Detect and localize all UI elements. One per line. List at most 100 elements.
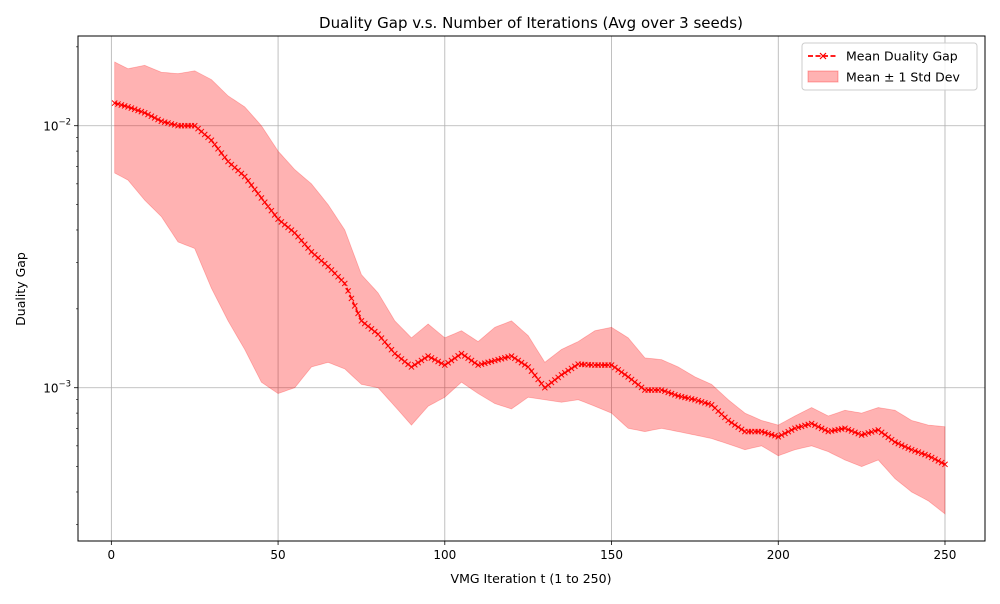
mean-point-185 (725, 417, 732, 424)
mean-point-92 (415, 359, 422, 366)
mean-point-208 (801, 422, 808, 429)
mean-point-119 (505, 354, 512, 360)
y-tick-label-0: 10−3 (43, 380, 71, 396)
mean-point-12 (148, 113, 155, 120)
mean-point-249 (938, 459, 945, 466)
mean-point-247 (932, 456, 938, 463)
x-tick-label-2: 100 (433, 548, 456, 562)
mean-point-226 (862, 431, 868, 437)
mean-point-136 (561, 369, 568, 376)
x-tick-label-5: 250 (934, 548, 957, 562)
x-tick-label-1: 50 (270, 548, 285, 562)
mean-point-238 (902, 443, 908, 450)
marker-layer (111, 100, 948, 468)
mean-point-46 (261, 199, 268, 206)
mean-point-16 (161, 119, 168, 126)
mean-point-48 (268, 207, 275, 214)
mean-point-134 (555, 374, 562, 381)
mean-point-231 (878, 429, 885, 436)
mean-point-126 (528, 368, 535, 375)
mean-point-234 (888, 436, 895, 443)
mean-point-117 (498, 355, 505, 362)
mean-point-17 (165, 120, 171, 126)
mean-point-31 (211, 141, 218, 148)
mean-point-151 (611, 364, 618, 371)
mean-point-73 (351, 302, 358, 309)
mean-point-5 (125, 103, 131, 110)
mean-point-2 (115, 101, 121, 107)
mean-point-104 (455, 352, 462, 359)
mean-point-213 (818, 425, 825, 432)
mean-point-210 (808, 420, 815, 427)
legend-label-band: Mean ± 1 Std Dev (846, 70, 960, 85)
mean-point-128 (535, 376, 542, 383)
mean-point-201 (778, 432, 785, 439)
mean-point-41 (245, 177, 252, 184)
mean-point-220 (841, 425, 848, 432)
mean-point-94 (421, 355, 428, 362)
mean-point-1 (111, 100, 118, 107)
mean-point-139 (571, 363, 578, 370)
mean-point-225 (858, 432, 865, 438)
mean-point-33 (218, 150, 225, 156)
std-band-area (114, 61, 946, 515)
mean-point-43 (251, 186, 258, 193)
mean-point-113 (485, 359, 492, 366)
mean-point-106 (461, 352, 468, 359)
mean-point-133 (551, 377, 558, 383)
mean-point-115 (491, 357, 498, 364)
y-tick-label-1: 10−2 (43, 118, 71, 134)
mean-point-120 (508, 353, 515, 360)
mean-point-135 (558, 371, 565, 378)
mean-point-4 (121, 102, 128, 109)
mean-point-130 (541, 384, 548, 391)
mean-point-44 (255, 190, 262, 197)
mean-point-138 (568, 365, 575, 372)
mean-point-240 (908, 446, 915, 453)
mean-point-166 (661, 388, 668, 395)
mean-point-93 (418, 357, 425, 364)
mean-point-100 (441, 362, 448, 369)
mean-point-13 (151, 114, 158, 121)
mean-point-243 (918, 450, 925, 457)
mean-point-221 (845, 426, 852, 433)
mean-point-233 (885, 434, 892, 441)
mean-point-209 (805, 421, 812, 428)
mean-point-103 (451, 355, 458, 362)
mean-point-45 (258, 195, 265, 201)
mean-point-121 (511, 355, 518, 362)
mean-point-199 (771, 432, 778, 439)
mean-point-202 (781, 430, 788, 437)
mean-point-196 (761, 429, 768, 436)
legend-label-mean: Mean Duality Gap (846, 49, 958, 64)
mean-point-203 (785, 428, 792, 435)
mean-point-102 (448, 357, 455, 364)
mean-point-248 (935, 457, 942, 464)
plot-frame (77, 35, 986, 542)
mean-point-111 (478, 361, 485, 368)
mean-point-236 (895, 440, 902, 447)
mean-point-153 (618, 369, 625, 376)
mean-point-250 (942, 461, 948, 468)
mean-point-207 (798, 423, 805, 430)
mean-point-114 (488, 358, 495, 365)
mean-point-91 (411, 361, 418, 368)
mean-point-224 (855, 430, 862, 437)
mean-point-179 (705, 400, 712, 407)
mean-point-222 (848, 428, 855, 434)
mean-point-165 (658, 387, 665, 393)
mean-point-195 (758, 428, 765, 435)
mean-point-239 (905, 445, 912, 452)
mean-point-150 (608, 362, 615, 369)
mean-point-241 (912, 447, 918, 454)
mean-point-74 (355, 310, 362, 317)
mean-point-42 (248, 182, 255, 189)
mean-point-3 (118, 102, 125, 108)
mean-point-47 (265, 203, 272, 210)
mean-point-99 (438, 360, 445, 367)
mean-point-9 (138, 108, 145, 115)
mean-point-10 (141, 109, 148, 116)
mean-point-177 (698, 398, 705, 405)
